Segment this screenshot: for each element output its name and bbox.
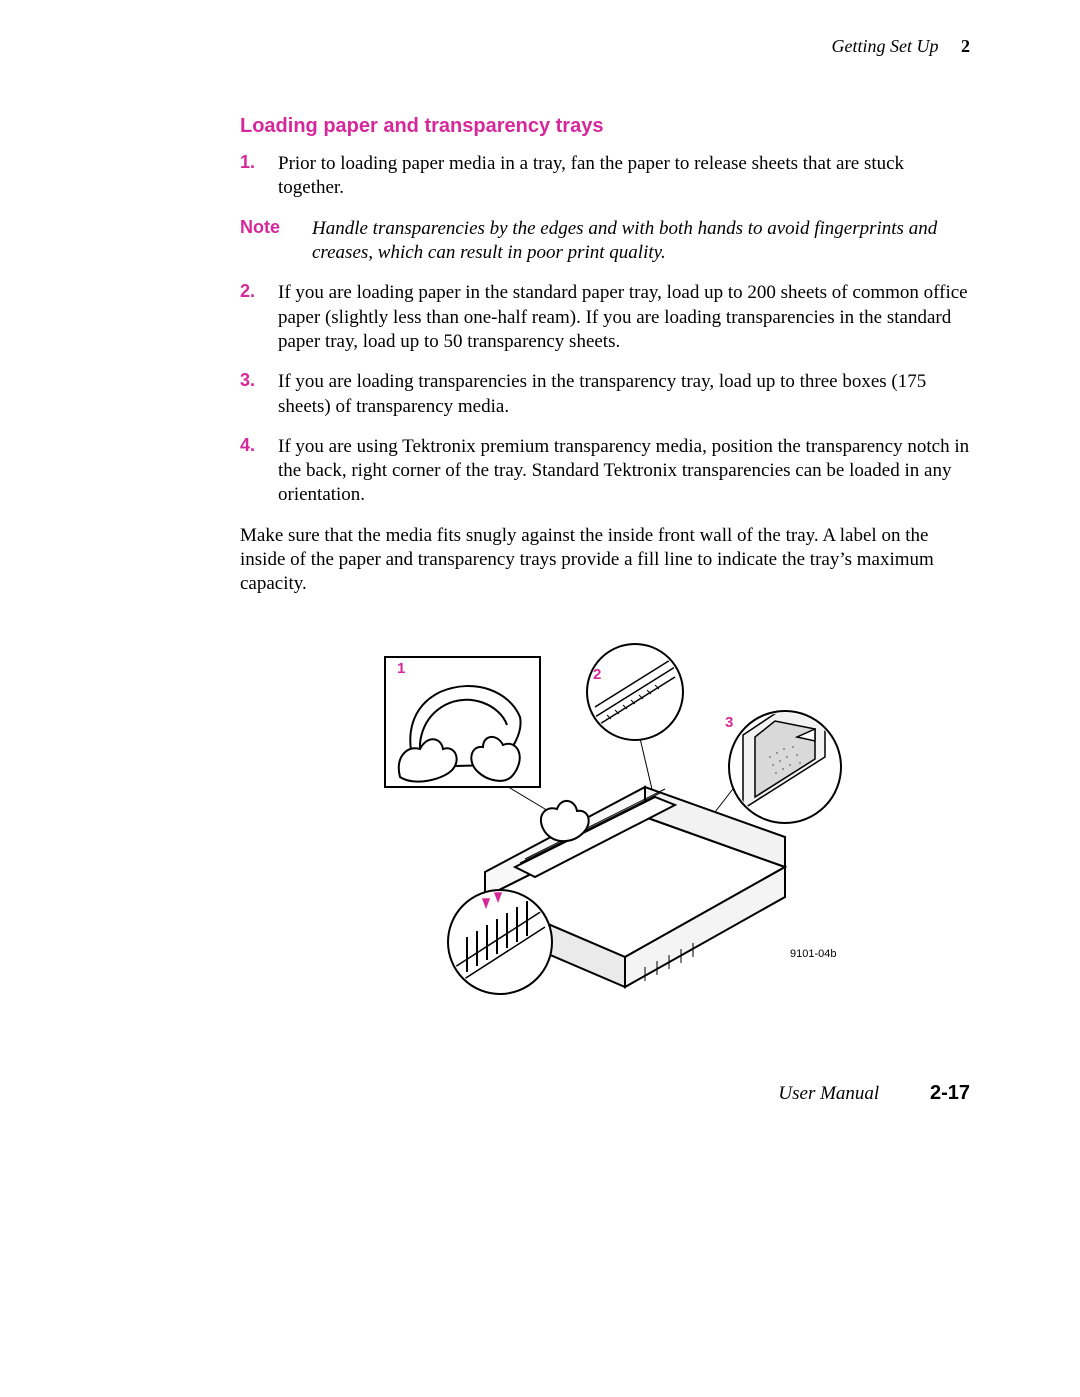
step-1: 1. Prior to loading paper media in a tra… xyxy=(240,152,970,201)
step-3: 3. If you are loading transparencies in … xyxy=(240,370,970,419)
section-title: Loading paper and transparency trays xyxy=(240,115,970,138)
step-2: 2. If you are loading paper in the stand… xyxy=(240,281,970,354)
callout-2: 2 xyxy=(593,666,601,683)
note-text: Handle transparencies by the edges and w… xyxy=(312,217,970,266)
page: Getting Set Up 2 Loading paper and trans… xyxy=(0,0,1080,1105)
figure-ref: 9101-04b xyxy=(790,948,837,960)
note: Note Handle transparencies by the edges … xyxy=(240,217,970,266)
step-text: If you are loading paper in the standard… xyxy=(278,281,970,354)
callout-1: 1 xyxy=(397,660,405,677)
step-number: 2. xyxy=(240,281,278,354)
step-number: 1. xyxy=(240,152,278,201)
callout-3: 3 xyxy=(725,714,733,731)
running-head: Getting Set Up 2 xyxy=(240,36,970,57)
page-footer: User Manual 2-17 xyxy=(240,1082,970,1105)
body-paragraph: Make sure that the media fits snugly aga… xyxy=(240,524,970,597)
step-text: Prior to loading paper media in a tray, … xyxy=(278,152,970,201)
header-chapter: 2 xyxy=(961,36,970,56)
step-text: If you are using Tektronix premium trans… xyxy=(278,435,970,508)
figure: 1 2 3 9101-04b xyxy=(240,637,970,1002)
step-text: If you are loading transparencies in the… xyxy=(278,370,970,419)
step-number: 4. xyxy=(240,435,278,508)
steps-list-cont: 2. If you are loading paper in the stand… xyxy=(240,281,970,508)
header-section: Getting Set Up xyxy=(832,36,939,56)
footer-manual: User Manual xyxy=(778,1083,879,1104)
footer-page: 2-17 xyxy=(930,1082,970,1104)
step-number: 3. xyxy=(240,370,278,419)
steps-list: 1. Prior to loading paper media in a tra… xyxy=(240,152,970,201)
note-label: Note xyxy=(240,217,312,266)
tray-diagram-icon: 1 2 3 9101-04b xyxy=(345,637,865,997)
step-4: 4. If you are using Tektronix premium tr… xyxy=(240,435,970,508)
